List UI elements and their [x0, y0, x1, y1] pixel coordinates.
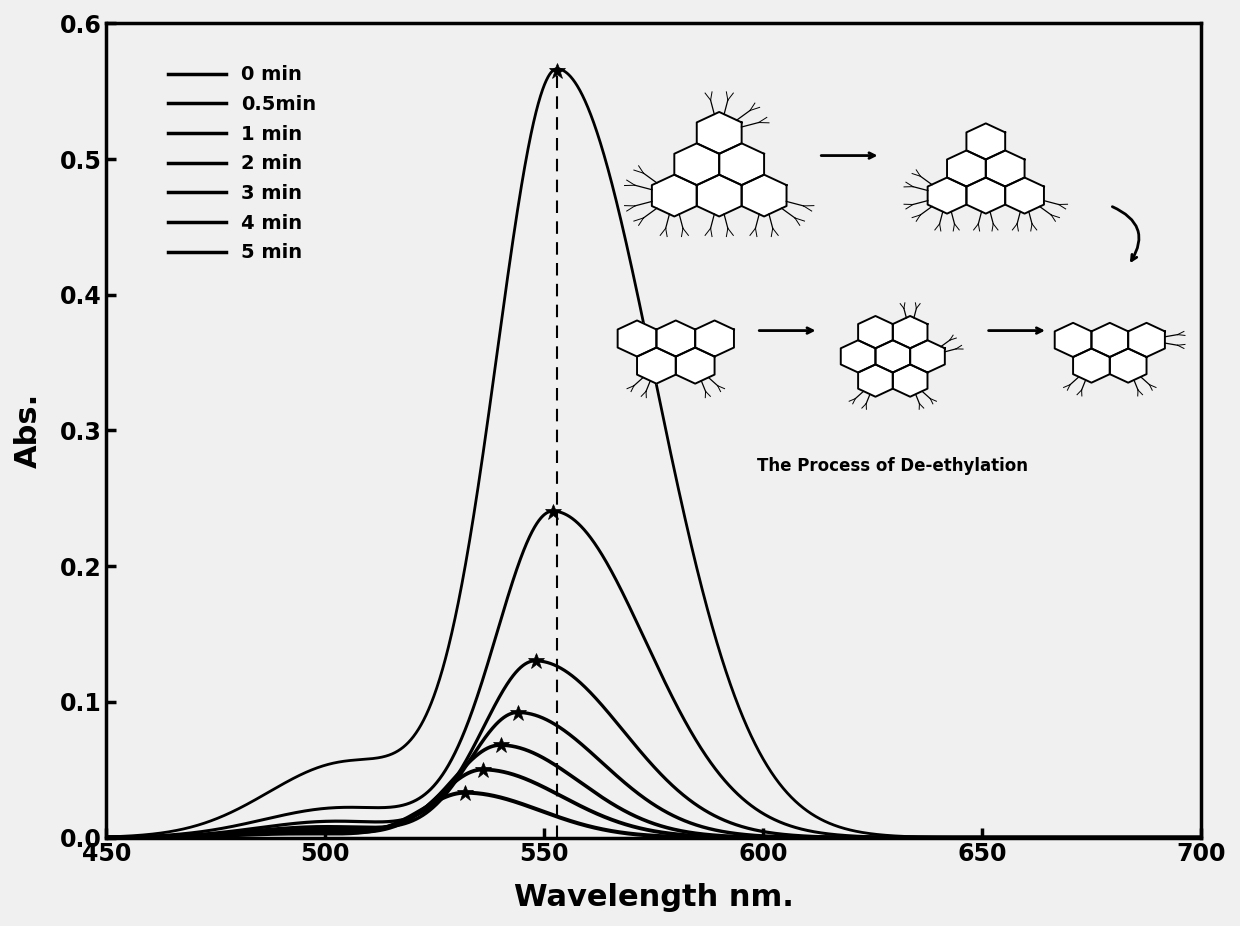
- Polygon shape: [696, 320, 734, 357]
- Polygon shape: [858, 365, 893, 396]
- Polygon shape: [858, 316, 893, 348]
- Polygon shape: [652, 175, 697, 217]
- Polygon shape: [618, 320, 656, 357]
- Polygon shape: [928, 178, 966, 214]
- Polygon shape: [1128, 323, 1164, 357]
- Y-axis label: Abs.: Abs.: [14, 393, 43, 469]
- Polygon shape: [1110, 348, 1147, 382]
- Polygon shape: [697, 112, 742, 154]
- Legend: 0 min, 0.5min, 1 min, 2 min, 3 min, 4 min, 5 min: 0 min, 0.5min, 1 min, 2 min, 3 min, 4 mi…: [160, 57, 325, 270]
- Polygon shape: [893, 365, 928, 396]
- Polygon shape: [675, 144, 719, 185]
- Polygon shape: [742, 175, 786, 217]
- Polygon shape: [841, 340, 875, 372]
- Polygon shape: [910, 340, 945, 372]
- Polygon shape: [966, 123, 1006, 159]
- Polygon shape: [1073, 348, 1110, 382]
- Polygon shape: [1006, 178, 1044, 214]
- Polygon shape: [676, 347, 714, 383]
- Polygon shape: [656, 320, 696, 357]
- Polygon shape: [893, 316, 928, 348]
- Polygon shape: [986, 150, 1024, 186]
- Polygon shape: [637, 347, 676, 383]
- Polygon shape: [719, 144, 764, 185]
- Polygon shape: [875, 340, 910, 372]
- Polygon shape: [947, 150, 986, 186]
- Polygon shape: [966, 178, 1006, 214]
- Polygon shape: [1091, 323, 1128, 357]
- Polygon shape: [1055, 323, 1091, 357]
- X-axis label: Wavelength nm.: Wavelength nm.: [513, 883, 794, 912]
- Polygon shape: [697, 175, 742, 217]
- Text: The Process of De-ethylation: The Process of De-ethylation: [758, 457, 1028, 475]
